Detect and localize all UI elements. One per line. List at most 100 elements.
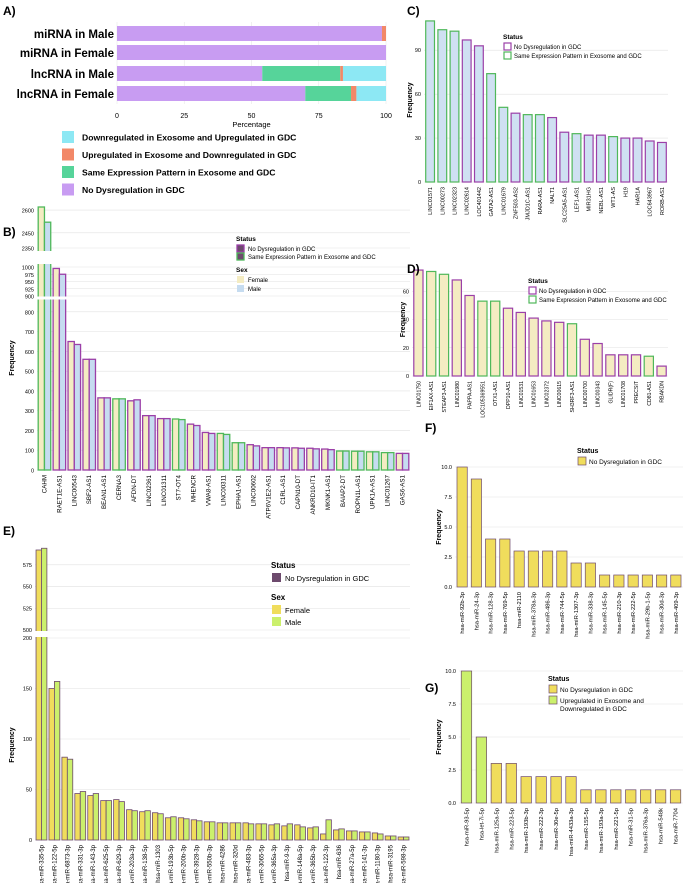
- panel-c-bar: [656, 141, 667, 183]
- panel-c-xtick: RARA-AS1: [538, 187, 544, 215]
- panel-b-xtick: LINC00543: [71, 474, 78, 506]
- panel-e-bar-male: [41, 547, 48, 841]
- panel-b-bar-male: [237, 442, 246, 471]
- panel-e-bar-female: [177, 817, 185, 841]
- panel-b-bar-female: [127, 400, 135, 471]
- panel-e-bar-female: [216, 822, 223, 841]
- panel-e-xtick: hsa-miR-9-3p: [285, 844, 291, 881]
- panel-c-bar: [534, 114, 545, 183]
- panel-e-bar-female: [126, 809, 133, 841]
- panel-b-bar-male: [193, 424, 201, 471]
- panel-e-bar-female: [320, 833, 327, 841]
- panel-a-bar-segment: [305, 86, 352, 101]
- panel-b-bar-female: [395, 452, 404, 471]
- panel-g-bar: [640, 789, 652, 804]
- panel-f-ytick: 2.5: [444, 555, 452, 561]
- panel-b-axis-break: [35, 296, 412, 300]
- panel-b-ytick: 500: [25, 370, 34, 376]
- panel-f-bar: [656, 574, 668, 588]
- panel-a-legend-label: Same Expression Pattern in Exosome and G…: [82, 168, 275, 178]
- panel-e-bar-female: [164, 817, 172, 841]
- panel-d-ylabel: Frequency: [400, 302, 407, 338]
- panel-f-xtick: hsa-miR-222-5p: [631, 592, 637, 634]
- panel-c-xtick: LINC02614: [465, 187, 471, 215]
- panel-e-bar-male: [157, 813, 164, 841]
- panel-g-legend-label: No Dysregulation in GDC: [560, 687, 633, 694]
- panel-e-xtick: hsa-miR-331-3p: [78, 844, 84, 883]
- panel-b-bar-female: [82, 358, 90, 471]
- panel-g-ylabel: Frequency: [436, 719, 443, 755]
- panel-d-bar: [477, 300, 488, 377]
- panel-c-xtick: ZNF503-AS2: [514, 187, 520, 219]
- panel-e-bar-male: [118, 801, 125, 841]
- panel-g-bar: [475, 736, 487, 804]
- panel-g-legend-label: Downregulated in GDC: [560, 706, 627, 713]
- panel-e-bar-male: [377, 833, 384, 841]
- panel-e-xtick: hsa-miR-629-3p: [117, 844, 123, 883]
- panel-e-xtick: hsa-miR-122-5p: [52, 844, 58, 883]
- panel-b-xtick: UPK1A-AS1: [370, 474, 377, 509]
- panel-b-xtick: VWA8-AS1: [206, 474, 213, 506]
- panel-b-legend-swatch: [236, 252, 245, 261]
- panel-b-bar-female: [97, 397, 105, 471]
- panel-f-ytick: 7.5: [444, 495, 452, 501]
- panel-d-bar: [451, 279, 463, 377]
- panel-b-ytick: 0: [31, 469, 34, 475]
- panel-e-bar-female: [397, 836, 404, 841]
- panel-a-category-label: lncRNA in Female: [17, 89, 114, 101]
- panel-d-xtick: LINC01531: [519, 381, 525, 407]
- panel-g-xtick: hsa-miR-548k: [659, 808, 665, 844]
- panel-f-bar: [527, 550, 539, 588]
- panel-g-bar: [535, 776, 547, 804]
- panel-b-bar-female: [246, 444, 254, 471]
- panel-e-xtick: hsa-miR-1303: [156, 844, 162, 882]
- panel-b-legend-label: Same Expression Pattern in Exosome and G…: [248, 255, 376, 261]
- panel-c-legend-title: Status: [503, 34, 523, 41]
- panel-c-ylabel: Frequency: [407, 82, 414, 118]
- panel-a-xlabel: Percentage: [232, 120, 270, 129]
- panel-e-bar-male: [364, 831, 371, 841]
- panel-a-bar-segment: [117, 26, 382, 41]
- panel-g-xtick: hsa-miR-376a-3p: [644, 808, 650, 853]
- panel-e-bar-female: [229, 822, 236, 841]
- panel-b-bar-male: [163, 417, 171, 471]
- panel-c-bar: [559, 131, 570, 183]
- panel-e-bar-female: [384, 835, 392, 841]
- panel-e-label: E): [3, 524, 15, 538]
- panel-f-xtick: hsa-miR-486-3p: [546, 592, 552, 634]
- panel-e-bar-male: [170, 816, 177, 841]
- panel-b-bar-female: [216, 432, 225, 471]
- panel-b-ytick: 2450: [22, 231, 34, 237]
- panel-d-xtick: LINC00700: [583, 381, 589, 407]
- panel-f-xtick: hsa-miR-92b-3p: [460, 592, 466, 634]
- panel-b-bar-male: [372, 451, 380, 471]
- panel-d-bar: [630, 354, 642, 377]
- panel-d-label: D): [407, 262, 420, 276]
- panel-b-ytick: 100: [25, 449, 34, 455]
- panel-b-bar-female: [335, 450, 344, 471]
- panel-c-legend-label: Same Expression Pattern in Exosome and G…: [514, 54, 642, 60]
- panel-b-xtick: GAS6-AS1: [400, 474, 407, 505]
- panel-a-bar-segment: [356, 86, 386, 101]
- panel-e-bar-female: [358, 831, 366, 841]
- panel-c-ytick: 30: [415, 136, 421, 142]
- panel-b-xtick: BEAN1-AS1: [101, 474, 108, 509]
- panel-f-xtick: hsa-miR-30d-3p: [660, 592, 666, 634]
- panel-a-xtick: 100: [380, 113, 392, 120]
- panel-b-ytick: 900: [25, 295, 34, 301]
- panel-e-bar-male: [105, 800, 112, 841]
- panel-b-ytick: 925: [25, 287, 34, 293]
- panel-g-xtick: hsa-miR-31-5p: [629, 808, 635, 846]
- panel-f-xtick: hsa-miR-29b-1-5p: [645, 592, 651, 639]
- panel-f-xtick: hsa-miR-2110: [517, 592, 523, 628]
- panel-e-bar-male: [286, 823, 293, 841]
- panel-d-xtick: OTX1-AS1: [493, 381, 499, 406]
- panel-b-bar-female: [186, 423, 195, 471]
- panel-d-xtick: GLIDR(F): [608, 381, 614, 404]
- panel-a-xtick: 75: [315, 113, 323, 120]
- panel-e-xtick: hsa-miR-148a-5p: [298, 844, 304, 883]
- panel-c-bar: [510, 112, 521, 183]
- panel-e-bar-male: [273, 823, 281, 841]
- panel-c-xtick: LEF1-AS1: [575, 187, 581, 212]
